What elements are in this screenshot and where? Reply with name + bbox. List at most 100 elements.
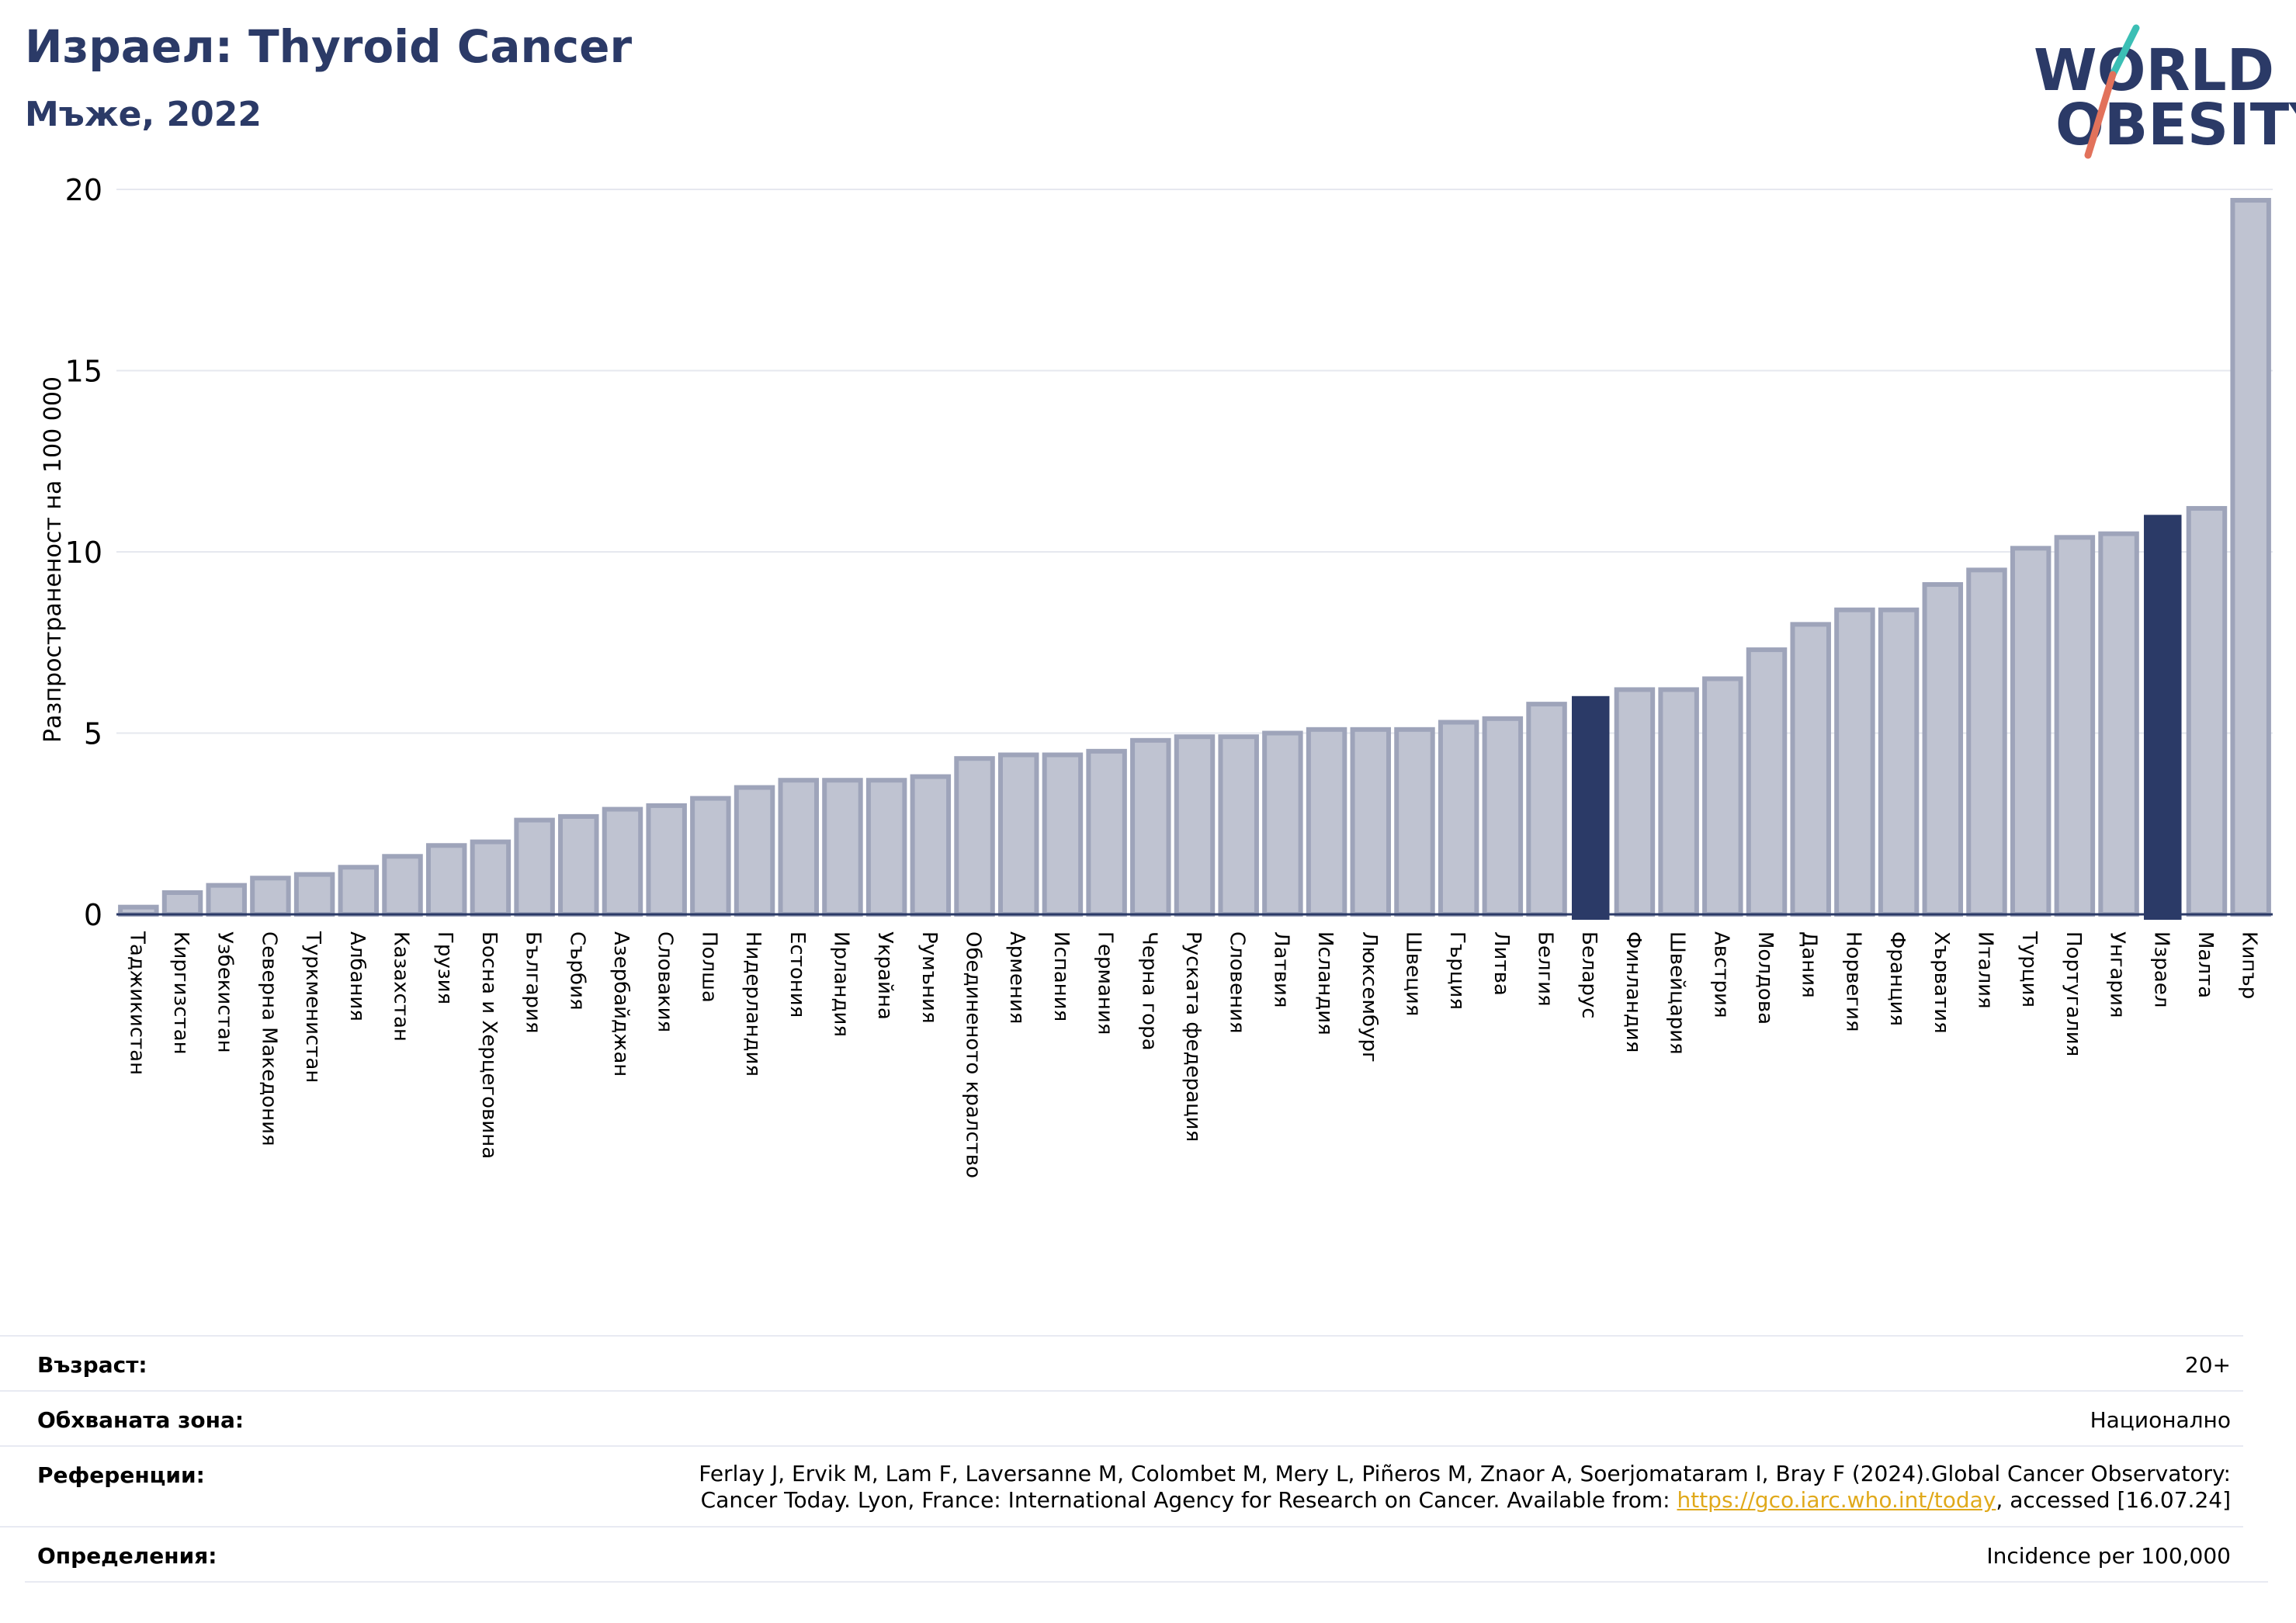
x-tick-label: Словения [1226,931,1249,1034]
bar-19 [954,756,995,917]
bar-13 [690,796,731,917]
x-tick-label: Швейцария [1666,931,1689,1055]
bar-37 [1746,647,1788,917]
x-tick-label: Словакия [654,931,677,1032]
x-tick-label: Португалия [2062,931,2085,1056]
references-link[interactable]: https://gco.iarc.who.int/today [1677,1487,1996,1513]
bar-11 [602,806,643,917]
bar-44 [2054,535,2096,917]
bar-43 [2010,546,2051,917]
bar-27 [1306,727,1347,917]
x-tick-label: Узбекистан [213,931,237,1053]
y-axis-label: Разпространеност на 100 000 [40,376,67,743]
x-tick-label: Армения [1005,931,1028,1024]
x-tick-label: Руската федерация [1181,931,1205,1142]
bar-29 [1394,727,1435,917]
bar-30 [1438,720,1479,917]
x-tick-label: Хърватия [1930,931,1953,1034]
logo-slash-icon [2084,24,2140,159]
bar-8 [470,839,512,917]
info-row-coverage: Обхваната зона: Национално [0,1390,2243,1433]
references-line-2: Cancer Today. Lyon, France: Internationa… [699,1487,2231,1514]
bar-4 [293,872,335,917]
x-tick-label: Молдова [1753,931,1777,1025]
world-obesity-logo: WORLD OBESITY [2026,23,2296,163]
bar-5 [338,865,380,917]
x-tick-label: Туркменистан [301,931,324,1083]
x-tick-label: Финландия [1621,931,1645,1053]
chart-subtitle: Мъже, 2022 [25,95,262,134]
bar-10 [558,813,599,917]
bar-32 [1526,702,1567,917]
x-tick-label: Белгия [1534,931,1557,1007]
bar-20 [997,752,1039,917]
age-value: 20+ [2184,1352,2231,1378]
x-tick-label: Дания [1798,931,1821,998]
age-label: Възраст: [37,1352,147,1378]
references-label: Референции: [37,1462,205,1488]
bar-chart: 0 5 10 15 20 Разпространеност на 100 000 Таджи… [40,173,2273,1178]
x-tick-label: Исландия [1313,931,1337,1035]
definitions-value: Incidence per 100,000 [1986,1543,2231,1569]
bar-33 [1572,695,1610,920]
x-tick-label: Естония [786,931,809,1018]
bar-26 [1262,730,1303,917]
x-tick-label: Северна Македония [257,931,280,1146]
x-tick-label: Украйна [873,931,897,1020]
x-tick-label: Люксембург [1358,931,1381,1063]
y-tick-label: 0 [84,898,102,932]
x-tick-label: Норвегия [1841,931,1864,1032]
references-text: Cancer Today. Lyon, France: Internationa… [700,1487,1677,1513]
x-tick-label: Израел [2149,931,2173,1007]
bar-22 [1086,748,1127,917]
y-tick-label: 5 [84,717,102,751]
bar-12 [646,803,687,917]
bar-23 [1130,737,1171,917]
x-tick-label: Азербайджан [609,931,633,1077]
definitions-label: Определения: [37,1543,217,1569]
bar-47 [2186,505,2228,917]
bar-21 [1042,752,1084,917]
y-tick-label: 15 [65,355,102,389]
x-tick-label: Германия [1094,931,1117,1035]
references-value: Ferlay J, Ervik M, Lam F, Laversanne M, … [699,1461,2231,1514]
x-tick-label: Киргизстан [169,931,192,1055]
bar-18 [910,774,952,917]
bar-41 [1922,582,1964,917]
x-tick-label: Ирландия [829,931,852,1037]
bar-7 [425,843,467,917]
bar-48 [2230,198,2271,917]
x-tick-label: Обединеното кралство [962,931,985,1178]
bar-1 [161,890,203,917]
x-tick-label: Нидерландия [741,931,765,1077]
bar-24 [1174,734,1216,917]
x-tick-label: Сърбия [565,931,588,1011]
bar-40 [1878,607,1920,917]
y-tick-label: 10 [65,536,102,570]
x-tick-label: Унгария [2106,931,2129,1018]
x-tick-label: Италия [1973,931,1996,1009]
info-row-age: Възраст: 20+ [0,1335,2243,1378]
bar-46 [2144,515,2182,920]
references-accessed: , accessed [16.07.24] [1996,1487,2231,1513]
x-tick-label: Кипър [2238,931,2261,999]
x-tick-label: Казахстан [390,931,413,1042]
bar-42 [1966,567,2007,917]
x-tick-label: Босна и Херцеговина [477,931,501,1159]
x-tick-label: Полша [697,931,720,1003]
x-tick-label: Испания [1049,931,1073,1021]
info-row-definitions: Определения: Incidence per 100,000 [0,1526,2243,1569]
x-tick-label: Швеция [1401,931,1424,1016]
info-row-references: Референции: Ferlay J, Ervik M, Lam F, La… [0,1445,2243,1528]
x-tick-label: Черна гора [1137,931,1160,1051]
x-tick-label: Франция [1885,931,1909,1026]
x-tick-label: Таджикистан [125,931,148,1075]
x-tick-label: Турция [2017,931,2041,1007]
bar-34 [1614,687,1656,917]
bar-39 [1834,607,1875,917]
bar-16 [822,778,863,917]
x-tick-label: Литва [1490,931,1513,996]
bar-17 [865,778,907,917]
x-tick-label: Австрия [1709,931,1732,1018]
bar-15 [778,778,819,917]
